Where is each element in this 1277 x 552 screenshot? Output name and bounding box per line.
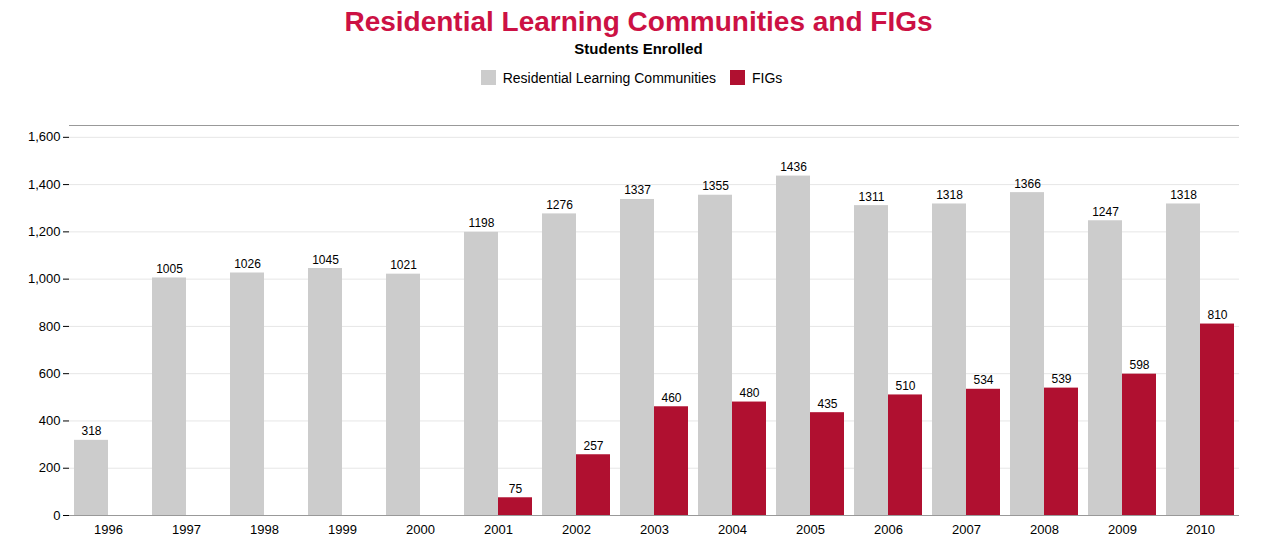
svg-text:1021: 1021 [390, 258, 417, 272]
svg-text:200: 200 [39, 460, 61, 475]
svg-text:318: 318 [81, 424, 101, 438]
html-text:Residential Learning Communiti: Residential Learning Communities and FIG… [344, 6, 933, 37]
svg-text:800: 800 [39, 319, 61, 334]
svg-text:2010: 2010 [1186, 522, 1215, 537]
svg-text:2006: 2006 [874, 522, 903, 537]
svg-text:1198: 1198 [469, 216, 495, 230]
svg-text:1247: 1247 [1092, 205, 1119, 219]
svg-text:400: 400 [39, 413, 61, 428]
svg-text:1,400: 1,400 [28, 177, 61, 192]
svg-text:1355: 1355 [702, 179, 729, 193]
svg-text:2005: 2005 [796, 522, 825, 537]
svg-text:1276: 1276 [546, 198, 573, 212]
svg-text:2003: 2003 [640, 522, 669, 537]
svg-text:2001: 2001 [484, 522, 513, 537]
svg-text:1005: 1005 [156, 262, 183, 276]
svg-text:1026: 1026 [234, 257, 261, 271]
svg-text:534: 534 [973, 373, 993, 387]
svg-text:2008: 2008 [1030, 522, 1059, 537]
svg-text:1337: 1337 [624, 183, 651, 197]
svg-text:1436: 1436 [780, 160, 807, 174]
svg-text:598: 598 [1129, 358, 1149, 372]
svg-text:810: 810 [1207, 308, 1227, 322]
svg-text:257: 257 [583, 439, 603, 453]
svg-text:75: 75 [509, 482, 523, 496]
svg-text:1997: 1997 [172, 522, 201, 537]
svg-text:1,000: 1,000 [28, 271, 61, 286]
svg-text:1996: 1996 [94, 522, 123, 537]
svg-text:1,600: 1,600 [28, 129, 61, 144]
svg-text:600: 600 [39, 366, 61, 381]
svg-text:2009: 2009 [1108, 522, 1137, 537]
svg-text:2004: 2004 [718, 522, 747, 537]
html-text:Students Enrolled: Students Enrolled [574, 40, 703, 57]
svg-text:435: 435 [817, 397, 837, 411]
svg-text:1999: 1999 [328, 522, 357, 537]
svg-text:2002: 2002 [562, 522, 591, 537]
svg-text:539: 539 [1051, 372, 1071, 386]
svg-text:1318: 1318 [1170, 188, 1197, 202]
svg-text:1318: 1318 [936, 188, 963, 202]
svg-text:1311: 1311 [859, 190, 885, 204]
html-text:FIGs: FIGs [751, 69, 783, 86]
svg-text:1045: 1045 [312, 253, 339, 267]
svg-text:0: 0 [53, 508, 60, 523]
html-text:Residential Learning Communiti: Residential Learning Communities [502, 69, 716, 86]
svg-text:2007: 2007 [952, 522, 981, 537]
svg-text:460: 460 [661, 391, 681, 405]
svg-text:1,200: 1,200 [28, 224, 61, 239]
svg-text:510: 510 [895, 379, 915, 393]
svg-text:2000: 2000 [406, 522, 435, 537]
svg-text:1366: 1366 [1014, 177, 1041, 191]
svg-text:480: 480 [739, 386, 759, 400]
svg-text:1998: 1998 [250, 522, 279, 537]
